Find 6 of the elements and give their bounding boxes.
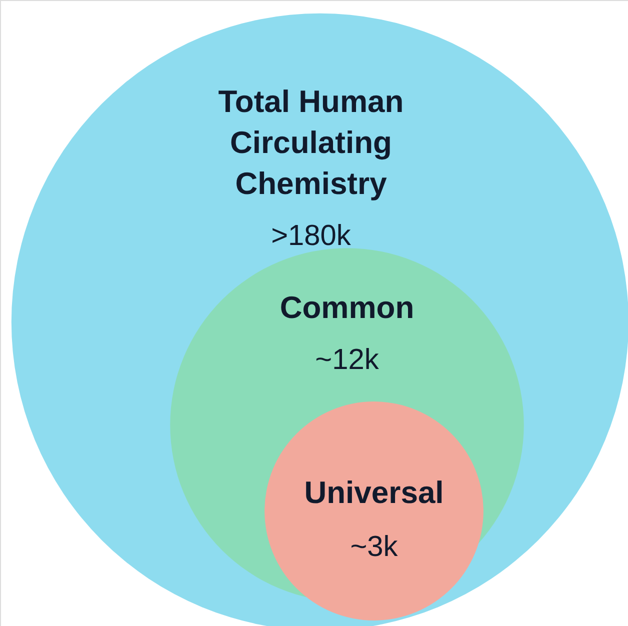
data-label: >180k: [271, 220, 352, 252]
data-label: ~3k: [350, 531, 398, 563]
data-label: ~12k: [315, 344, 380, 376]
category-label: Total Human Circulating Chemistry: [218, 84, 404, 201]
category-label: Universal: [304, 475, 444, 510]
category-label: Common: [280, 290, 414, 325]
